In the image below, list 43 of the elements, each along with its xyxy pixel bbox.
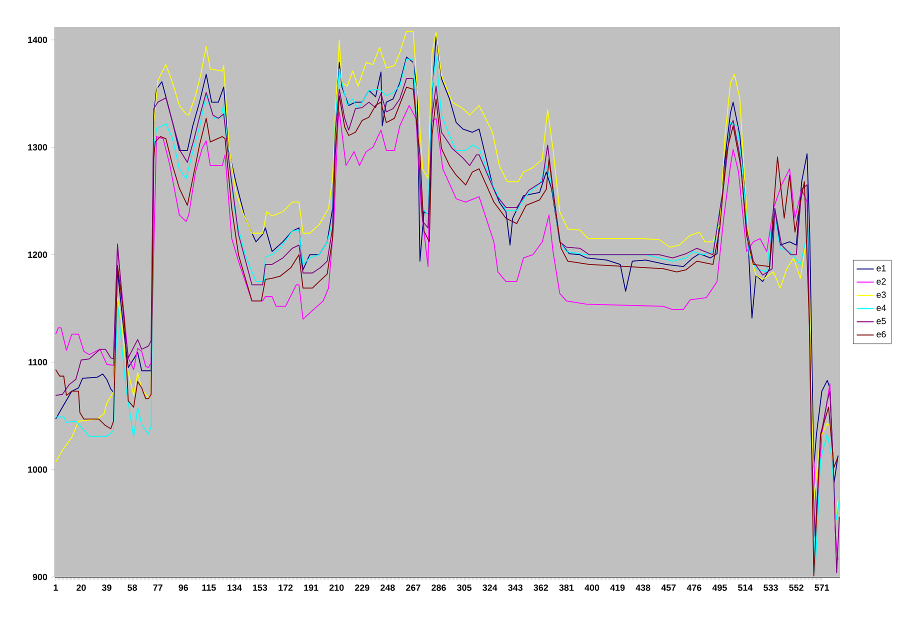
x-tick-label: 324 — [482, 584, 498, 591]
x-tick-label: 381 — [559, 584, 574, 591]
legend-label: e5 — [876, 318, 886, 324]
x-tick-label: 571 — [814, 584, 830, 591]
y-tick-label: 1100 — [28, 358, 48, 366]
x-tick-label: 172 — [278, 584, 293, 591]
legend-label: e3 — [876, 292, 886, 298]
x-tick-label: 438 — [636, 584, 650, 591]
y-tick-label: 1300 — [28, 144, 48, 150]
x-tick-label: 58 — [128, 584, 138, 591]
y-tick-label: 900 — [32, 574, 48, 580]
x-tick-label: 115 — [202, 584, 216, 591]
legend-label: e2 — [876, 278, 886, 285]
x-tick-label: 552 — [789, 584, 804, 591]
x-tick-label: 533 — [764, 584, 778, 591]
x-tick-label: 77 — [153, 584, 162, 591]
x-tick-label: 305 — [457, 584, 472, 591]
legend-label: e6 — [876, 331, 886, 338]
y-tick-label: 1200 — [28, 252, 48, 258]
x-tick-label: 210 — [329, 584, 344, 591]
x-tick-label: 476 — [686, 584, 702, 591]
x-tick-label: 362 — [534, 584, 548, 591]
y-tick-label: 1000 — [28, 466, 48, 473]
legend-label: e4 — [876, 304, 886, 312]
x-tick-label: 39 — [102, 584, 112, 591]
x-tick-label: 495 — [712, 584, 727, 591]
x-tick-label: 1 — [54, 584, 58, 591]
x-tick-label: 286 — [432, 584, 446, 591]
y-tick-label: 1400 — [28, 36, 48, 44]
x-tick-label: 457 — [661, 584, 676, 591]
legend-label: e1 — [876, 265, 886, 272]
x-tick-label: 191 — [304, 584, 318, 591]
x-tick-label: 96 — [178, 584, 188, 591]
x-tick-label: 134 — [228, 584, 242, 591]
x-tick-label: 229 — [354, 584, 370, 591]
x-tick-label: 343 — [508, 584, 523, 591]
x-tick-label: 419 — [610, 584, 625, 591]
x-tick-label: 514 — [738, 584, 753, 591]
x-tick-label: 20 — [76, 584, 86, 591]
x-tick-label: 400 — [584, 584, 600, 591]
x-tick-label: 248 — [380, 584, 395, 591]
x-tick-label: 267 — [406, 584, 420, 591]
x-tick-label: 153 — [253, 584, 268, 591]
